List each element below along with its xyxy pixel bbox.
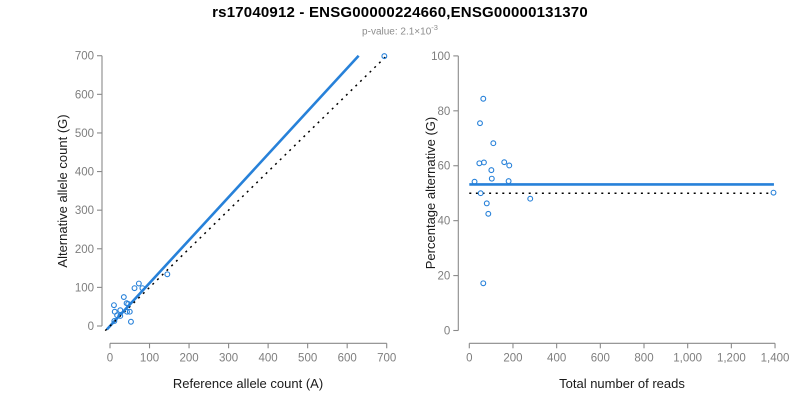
subtitle-pvalue-exponent: -3 — [431, 23, 438, 32]
y-tick-label: 200 — [75, 244, 94, 256]
y-tick-label: 400 — [75, 167, 94, 179]
y-axis-title: Alternative allele count (G) — [55, 114, 70, 267]
y-tick-label: 100 — [75, 282, 94, 294]
data-point — [490, 140, 497, 147]
x-tick-label: 500 — [298, 352, 317, 364]
x-tick-label: 400 — [547, 352, 566, 364]
data-point — [485, 210, 492, 217]
data-point — [505, 178, 512, 185]
subtitle-pvalue-text: p-value: 2.1×10 — [362, 26, 432, 38]
y-tick-label: 0 — [88, 321, 94, 333]
y-tick-label: 300 — [75, 205, 94, 217]
y-tick-label: 0 — [444, 326, 450, 338]
data-point — [164, 271, 171, 278]
data-point — [480, 159, 487, 166]
x-tick-label: 600 — [591, 352, 610, 364]
x-tick-label: 1,400 — [761, 352, 790, 364]
identity-line — [104, 55, 387, 332]
data-point — [381, 53, 388, 60]
figure-subtitle: p-value: 2.1×10-3 — [0, 23, 800, 37]
data-point — [477, 190, 484, 197]
data-point — [111, 318, 118, 324]
x-tick-label: 300 — [219, 352, 238, 364]
y-tick-label: 60 — [438, 161, 451, 173]
data-point — [126, 308, 133, 315]
data-point — [124, 308, 130, 315]
y-tick-label: 500 — [75, 128, 94, 140]
x-tick-label: 600 — [338, 352, 357, 364]
data-point — [477, 120, 483, 127]
data-point — [770, 189, 777, 196]
data-point — [117, 313, 124, 319]
data-point — [506, 162, 513, 169]
data-point — [483, 200, 490, 207]
data-point — [476, 160, 483, 167]
x-tick-label: 200 — [179, 352, 198, 364]
data-point — [111, 302, 117, 309]
data-point — [527, 195, 534, 202]
x-tick-label: 400 — [259, 352, 278, 364]
data-point — [480, 95, 487, 102]
plot-panel-allele-counts: 0 100 200 300 400 500 600 700 0 100 200 300 400 500 60… — [55, 51, 396, 391]
y-tick-label: 40 — [438, 216, 451, 228]
data-point — [488, 167, 495, 174]
y-tick-label: 80 — [438, 106, 451, 118]
x-tick-label: 0 — [466, 352, 472, 364]
data-point — [135, 280, 142, 287]
data-point — [488, 175, 495, 182]
data-point — [480, 280, 487, 287]
x-tick-label: 1,200 — [717, 352, 746, 364]
figure-title: rs17040912 - ENSG00000224660,ENSG0000013… — [212, 4, 588, 21]
y-tick-label: 700 — [75, 51, 94, 63]
y-tick-label: 600 — [75, 89, 94, 101]
x-tick-label: 200 — [503, 352, 522, 364]
x-tick-label: 700 — [377, 352, 396, 364]
data-point — [120, 294, 127, 300]
x-tick-label: 800 — [634, 352, 653, 364]
data-point — [139, 285, 146, 292]
y-axis-title: Percentage alternative (G) — [423, 117, 438, 269]
y-tick-label: 100 — [431, 51, 450, 63]
data-point — [131, 285, 138, 292]
data-point — [125, 301, 132, 307]
x-tick-label: 0 — [107, 352, 113, 364]
x-tick-label: 100 — [140, 352, 159, 364]
x-tick-label: 1,000 — [673, 352, 702, 364]
data-point — [471, 178, 478, 185]
y-tick-label: 20 — [438, 271, 451, 283]
fitted-ratio-line — [105, 54, 360, 331]
data-point — [501, 159, 508, 166]
x-axis-title: Total number of reads — [559, 376, 685, 391]
plot-panel-percentage-alternative: 0 20 40 60 80 100 0 200 400 600 800 1,000 1,200 1,400… — [423, 51, 789, 391]
data-point — [114, 312, 121, 319]
data-point — [117, 307, 124, 314]
data-point — [128, 318, 134, 325]
x-axis-title: Reference allele count (A) — [173, 376, 323, 391]
